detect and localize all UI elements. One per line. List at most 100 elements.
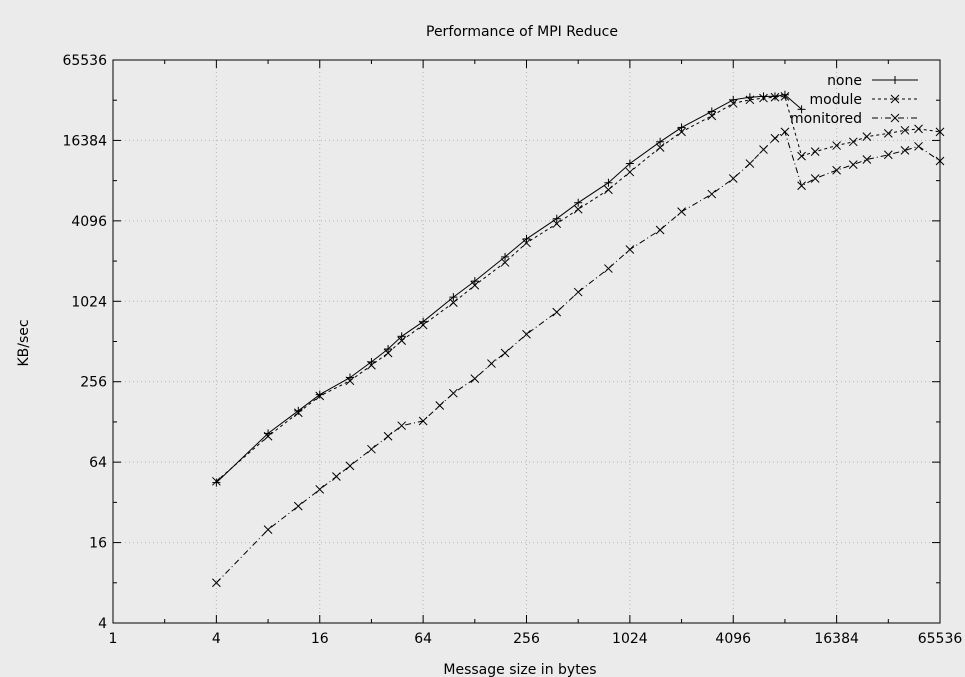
data-point-module xyxy=(212,476,221,486)
x-tick-label: 65536 xyxy=(918,631,963,647)
data-point-monitored xyxy=(552,307,562,317)
data-point-monitored xyxy=(862,155,872,164)
data-point-monitored xyxy=(883,150,893,160)
data-point-module xyxy=(470,280,480,290)
series-line-module xyxy=(216,95,941,482)
data-point-monitored xyxy=(418,416,428,426)
data-point-none xyxy=(449,293,458,302)
data-point-monitored xyxy=(707,189,717,199)
data-point-monitored xyxy=(212,578,221,588)
data-point-module xyxy=(293,408,303,418)
data-point-module xyxy=(759,93,768,103)
data-point-monitored xyxy=(345,461,355,471)
data-point-module xyxy=(315,391,325,401)
data-point-monitored xyxy=(655,225,665,235)
data-point-none xyxy=(656,137,665,146)
data-point-monitored xyxy=(677,207,686,217)
data-point-none xyxy=(384,344,393,353)
data-point-none xyxy=(315,390,324,399)
y-tick-label: 256 xyxy=(80,375,107,391)
data-point-monitored xyxy=(745,159,755,168)
data-point-monitored xyxy=(293,501,303,511)
data-point-module xyxy=(367,360,376,370)
data-point-module xyxy=(677,127,686,137)
data-point-monitored xyxy=(397,421,407,431)
data-point-monitored xyxy=(625,245,635,254)
data-point-none xyxy=(797,105,806,114)
data-point-module xyxy=(263,431,273,441)
data-point-monitored xyxy=(604,264,613,273)
y-tick-label: 65536 xyxy=(62,53,107,69)
data-point-module xyxy=(522,238,531,248)
data-point-none xyxy=(522,234,531,243)
data-point-none xyxy=(574,198,583,207)
y-tick-label: 16 xyxy=(89,536,107,552)
data-point-module xyxy=(728,99,738,108)
data-point-none xyxy=(770,92,779,101)
data-point-module xyxy=(707,111,717,121)
data-point-none xyxy=(501,252,510,261)
data-point-monitored xyxy=(832,165,841,175)
series-layer xyxy=(212,90,945,588)
legend: none module monitored xyxy=(790,73,918,127)
legend-marker-monitored xyxy=(890,113,900,123)
data-point-module xyxy=(883,129,893,138)
data-point-monitored xyxy=(780,127,790,137)
data-point-module xyxy=(625,167,635,177)
plot-frame xyxy=(112,59,941,624)
data-point-module xyxy=(780,92,790,101)
data-point-monitored xyxy=(449,388,458,398)
data-point-monitored xyxy=(728,174,738,183)
x-tick-label: 4 xyxy=(212,631,221,647)
y-axis-label: KB/sec xyxy=(16,319,32,366)
chart-title: Performance of MPI Reduce xyxy=(426,24,618,40)
data-point-monitored xyxy=(573,287,583,297)
x-tick-label: 64 xyxy=(414,631,432,647)
x-tick-label: 1 xyxy=(109,631,118,647)
data-point-module xyxy=(383,348,393,358)
data-point-monitored xyxy=(315,485,325,494)
data-point-monitored xyxy=(770,133,780,143)
data-point-monitored xyxy=(500,348,510,358)
x-tick-label: 16384 xyxy=(814,631,859,647)
data-point-module xyxy=(770,92,780,102)
axes-layer: 1 4 16 64 256 1024 4096 16384 655364166425610244… xyxy=(62,53,962,647)
data-point-module xyxy=(832,141,841,150)
data-point-monitored xyxy=(487,359,496,368)
legend-label-none: none xyxy=(827,73,862,89)
y-tick-label: 16384 xyxy=(62,133,107,149)
legend-marker-module xyxy=(890,94,900,104)
data-point-monitored xyxy=(263,525,273,534)
legend-label-module: module xyxy=(810,92,862,108)
data-point-module xyxy=(500,258,510,267)
data-point-module xyxy=(862,132,872,141)
x-tick-label: 1024 xyxy=(612,631,648,647)
data-point-none xyxy=(677,123,686,132)
y-tick-label: 4096 xyxy=(71,214,107,230)
data-point-monitored xyxy=(332,472,341,481)
data-point-module xyxy=(397,336,407,345)
data-point-none xyxy=(759,92,768,101)
y-tick-label: 1024 xyxy=(71,294,107,310)
data-point-module xyxy=(573,204,583,214)
data-point-monitored xyxy=(435,401,445,410)
data-point-module xyxy=(914,124,923,134)
x-tick-label: 16 xyxy=(311,631,329,647)
series-module xyxy=(212,92,945,486)
data-point-monitored xyxy=(522,329,531,339)
data-point-module xyxy=(418,320,428,330)
data-point-none xyxy=(397,332,406,341)
data-point-monitored xyxy=(900,146,910,155)
data-point-module xyxy=(745,95,755,105)
data-point-none xyxy=(729,95,738,104)
data-point-monitored xyxy=(470,374,480,383)
data-point-module xyxy=(900,125,910,135)
data-point-monitored xyxy=(810,174,820,183)
legend-marker-none xyxy=(891,76,899,84)
legend-label-monitored: monitored xyxy=(790,111,862,127)
data-point-monitored xyxy=(759,145,768,154)
data-point-module xyxy=(449,298,458,308)
data-point-monitored xyxy=(848,160,858,169)
data-point-none xyxy=(604,178,613,187)
